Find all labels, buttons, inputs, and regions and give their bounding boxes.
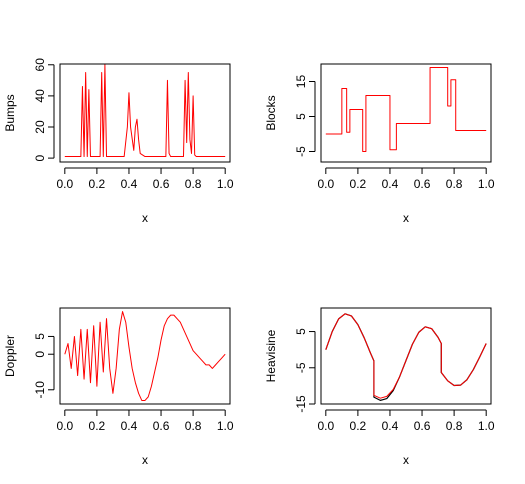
y-tick-label: -15 <box>294 395 308 413</box>
plot-frame <box>59 63 231 163</box>
x-tick-label: 0.2 <box>350 177 367 191</box>
x-tick-label: 1.0 <box>478 177 495 191</box>
x-tick-label: 0.6 <box>414 419 431 433</box>
x-tick-label: 0.8 <box>446 177 463 191</box>
x-tick-label: 0.2 <box>89 419 106 433</box>
series-line-1 <box>325 313 487 399</box>
panel-heavisine: 0.0 0.2 0.4 0.6 0.8 1.0 -15 -5 5 x Heavisine <box>264 307 495 467</box>
y-tick-label: -5 <box>294 362 308 373</box>
x-tick-label: 0.8 <box>185 177 202 191</box>
panel-blocks: 0.0 0.2 0.4 0.6 0.8 1.0 -5 5 15 x Blocks <box>264 63 495 225</box>
x-tick-label: 0.6 <box>153 419 170 433</box>
x-tick-label: 0.0 <box>317 419 334 433</box>
series-line-0 <box>64 64 226 158</box>
y-tick-label: 0 <box>33 351 47 358</box>
x-tick-label: 0.6 <box>414 177 431 191</box>
x-tick-label: 1.0 <box>217 177 234 191</box>
x-tick-label: 0.4 <box>382 419 399 433</box>
y-tick-label: 60 <box>33 58 47 72</box>
series-line-0 <box>64 311 226 401</box>
panel-bumps: 0.0 0.2 0.4 0.6 0.8 1.0 0 20 40 60 x Bumps <box>3 58 234 225</box>
y-axis-label: Heavisine <box>264 329 278 382</box>
series-line-0 <box>325 67 487 152</box>
x-tick-label: 1.0 <box>478 419 495 433</box>
x-tick-label: 0.2 <box>350 419 367 433</box>
plot-frame <box>320 63 492 163</box>
x-tick-label: 1.0 <box>217 419 234 433</box>
x-axis-label: x <box>403 211 409 225</box>
plot-frame <box>320 307 492 405</box>
x-axis-label: x <box>403 453 409 467</box>
y-tick-label: -10 <box>33 381 47 399</box>
y-axis-label: Blocks <box>264 95 278 130</box>
x-tick-label: 0.8 <box>446 419 463 433</box>
x-tick-label: 0.0 <box>56 177 73 191</box>
x-tick-label: 0.0 <box>317 177 334 191</box>
x-tick-label: 0.6 <box>153 177 170 191</box>
x-tick-label: 0.4 <box>121 419 138 433</box>
y-tick-label: 40 <box>33 89 47 103</box>
y-axis-label: Doppler <box>3 335 17 377</box>
x-tick-label: 0.0 <box>56 419 73 433</box>
plot-frame <box>59 307 231 405</box>
y-tick-label: 20 <box>33 120 47 134</box>
x-axis-label: x <box>142 211 148 225</box>
x-tick-label: 0.4 <box>382 177 399 191</box>
y-tick-label: 5 <box>294 113 308 120</box>
x-tick-label: 0.2 <box>89 177 106 191</box>
x-tick-label: 0.8 <box>185 419 202 433</box>
y-tick-label: 0 <box>33 154 47 161</box>
x-tick-label: 0.4 <box>121 177 138 191</box>
y-tick-label: -5 <box>294 146 308 157</box>
y-tick-label: 5 <box>294 328 308 335</box>
y-tick-label: 5 <box>33 333 47 340</box>
panel-doppler: 0.0 0.2 0.4 0.6 0.8 1.0 -10 0 5 x Doppler <box>3 307 234 467</box>
x-axis-label: x <box>142 453 148 467</box>
y-tick-label: 15 <box>294 75 308 89</box>
y-axis-label: Bumps <box>3 94 17 131</box>
